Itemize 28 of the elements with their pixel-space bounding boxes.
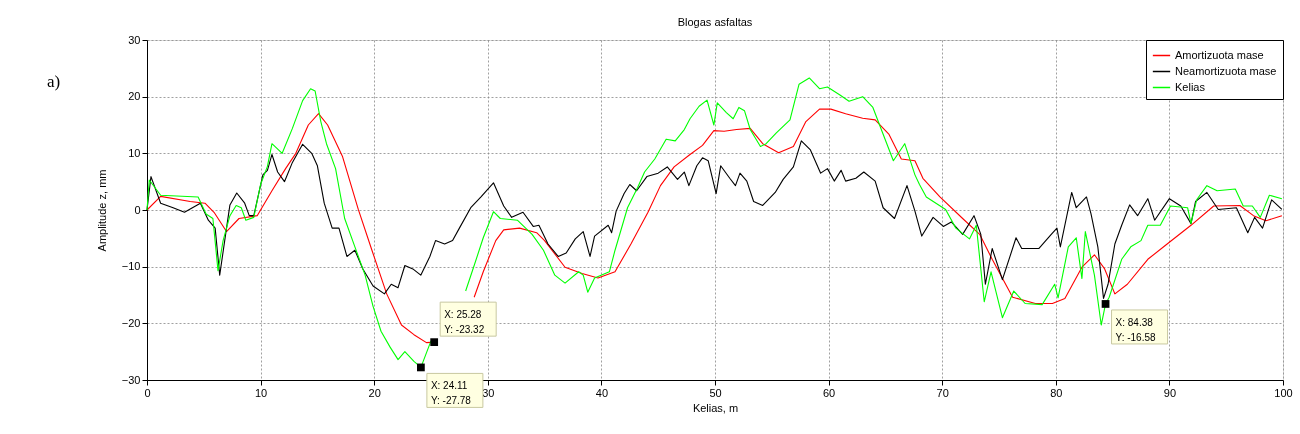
x-tick-label: 60 (822, 386, 836, 399)
text: a) (47, 72, 61, 91)
y-axis-title: Amplitude z, mm (95, 169, 108, 252)
y-tick-label: 20 (128, 90, 141, 103)
legend-label: Amortizuota mase (1175, 48, 1264, 61)
annotation: X: 24.11 Y: -27.78 (430, 380, 472, 407)
x-tick-label: 30 (482, 386, 495, 399)
x-tick-label: 90 (1163, 386, 1177, 399)
y-tick-label: 30 (128, 33, 141, 46)
x-axis-title: Kelias, m (692, 401, 739, 414)
x-tick-label: 100 (1274, 386, 1293, 399)
legend-label: Kelias (1175, 80, 1206, 93)
y-tick-label: 10 (128, 146, 141, 159)
y-tick-label: −20 (121, 316, 141, 329)
x-tick-label: 80 (1050, 386, 1063, 399)
x-tick-label: 0 (144, 386, 151, 399)
y-tick-label: 0 (134, 203, 141, 216)
x-tick-label: 40 (595, 386, 609, 399)
y-tick-label: −30 (121, 373, 141, 386)
annotation: X: 84.38 Y: -16.58 (1115, 316, 1157, 343)
x-tick-label: 20 (368, 386, 381, 399)
chart-title: Blogas asfaltas (677, 16, 753, 28)
x-tick-label: 10 (254, 386, 268, 399)
legend-label: Neamortizuota mase (1175, 64, 1277, 77)
annotation: X: 25.28 Y: -23.32 (444, 309, 485, 336)
y-tick-label: −10 (121, 260, 141, 273)
x-tick-label: 70 (936, 386, 949, 399)
x-tick-label: 50 (709, 386, 722, 399)
